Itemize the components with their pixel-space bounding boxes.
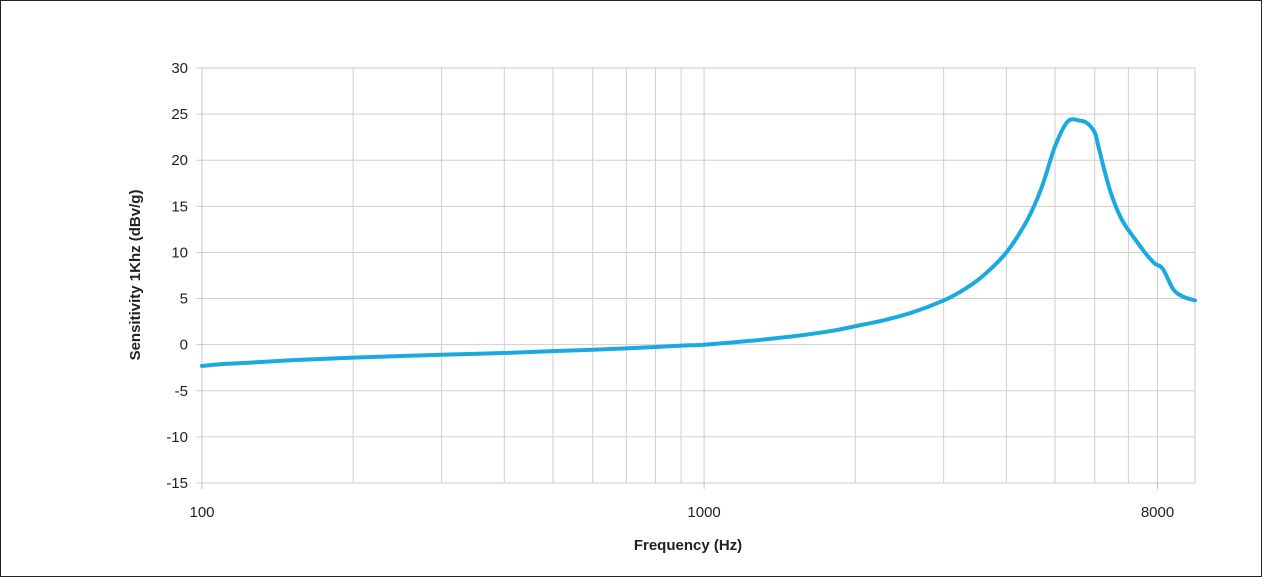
- y-tick-label: -10: [166, 429, 188, 446]
- y-tick-label: 5: [180, 291, 188, 308]
- y-tick-label: -5: [175, 383, 188, 400]
- y-tick-label: 30: [171, 60, 188, 77]
- y-tick-label: 0: [180, 337, 188, 354]
- plot-area: [202, 68, 1195, 483]
- plot-border: [201, 67, 1196, 484]
- y-axis-title: Sensitivity 1Khz (dBv/g): [127, 190, 144, 361]
- y-tick-label: 10: [171, 244, 188, 261]
- x-tick-label: 8000: [1141, 504, 1174, 521]
- y-tick-label: 25: [171, 106, 188, 123]
- x-tick-label: 100: [189, 504, 214, 521]
- y-tick-label: -15: [166, 475, 188, 492]
- x-axis-title: Frequency (Hz): [634, 537, 742, 554]
- y-tick-label: 20: [171, 152, 188, 169]
- y-tick-label: 15: [171, 198, 188, 215]
- x-tick-label: 1000: [687, 504, 720, 521]
- series-line: [200, 117, 1197, 368]
